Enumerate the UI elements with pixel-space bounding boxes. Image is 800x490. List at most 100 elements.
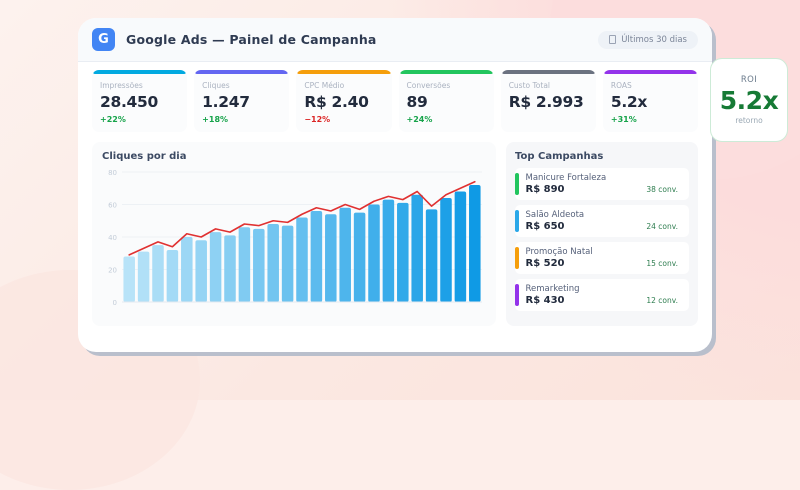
kpi-label: Impressões <box>100 80 143 90</box>
campaign-metrics: R$ 520 15 conv. <box>526 258 683 269</box>
campaign-name: Remarketing <box>525 283 580 294</box>
chart-bar[interactable] <box>397 202 409 302</box>
chart-bar[interactable] <box>281 225 294 302</box>
chart-bar[interactable] <box>368 204 380 302</box>
campaign-metrics: R$ 890 38 conv. <box>526 184 683 195</box>
kpi-label: ROAS <box>610 80 632 90</box>
campaign-body: Remarketing R$ 430 12 conv. <box>526 284 683 306</box>
kpi-value: 5.2x <box>610 92 648 111</box>
chart-bar[interactable] <box>181 236 193 302</box>
clicks-chart-panel: Cliques por dia 0 20 40 60 80 <box>92 141 496 326</box>
kpi-label: CPC Médio <box>304 80 345 90</box>
campaign-accent-bar <box>515 283 519 306</box>
roi-subtitle: retorno <box>735 116 763 126</box>
roi-badge: ROI 5.2x retorno <box>710 58 788 142</box>
kpi-accent-bar <box>399 70 493 74</box>
chart-bar[interactable] <box>353 212 366 302</box>
kpi-delta: +18% <box>202 114 229 124</box>
campaign-list: Manicure Fortaleza R$ 890 38 conv. Salão Al… <box>515 167 689 311</box>
campaign-row[interactable]: Manicure Fortaleza R$ 890 38 conv. <box>515 167 689 200</box>
kpi-delta: −12% <box>304 114 331 124</box>
chart-plot-area[interactable]: 0 20 40 60 80 <box>102 166 486 316</box>
campaign-accent-bar <box>515 246 519 269</box>
kpi-card[interactable]: Conversões 89 +24% <box>398 70 494 132</box>
roi-value: 5.2x <box>719 85 779 115</box>
content-row: Cliques por dia 0 20 40 60 80 Top Campanhas … <box>78 132 712 340</box>
kpi-accent-bar <box>297 70 391 74</box>
kpi-value: R$ 2.993 <box>508 92 584 111</box>
date-range-filter[interactable]: Últimos 30 dias <box>598 30 698 49</box>
chart-bar[interactable] <box>152 244 164 302</box>
campaign-row[interactable]: Promoção Natal R$ 520 15 conv. <box>515 241 689 274</box>
chart-bar[interactable] <box>166 249 179 302</box>
campaign-metrics: R$ 650 24 conv. <box>526 221 683 232</box>
chart-bar[interactable] <box>137 251 150 302</box>
kpi-value: R$ 2.40 <box>304 92 369 111</box>
campaign-conversions: 38 conv. <box>646 184 678 194</box>
chart-bar[interactable] <box>411 194 423 302</box>
campaign-row[interactable]: Remarketing R$ 430 12 conv. <box>515 278 689 311</box>
google-ads-logo-icon: G <box>92 28 115 51</box>
top-campaigns-title: Top Campanhas <box>515 150 604 162</box>
clicks-per-day-chart[interactable]: 0 20 40 60 80 <box>102 166 486 316</box>
campaign-accent-bar <box>515 209 519 232</box>
campaign-name: Manicure Fortaleza <box>525 172 607 183</box>
kpi-delta: +24% <box>406 114 433 124</box>
chart-bar[interactable] <box>123 256 135 302</box>
kpi-value: 28.450 <box>100 92 159 111</box>
kpi-accent-bar <box>603 70 698 74</box>
campaign-accent-bar <box>515 172 519 195</box>
chart-bar[interactable] <box>238 226 251 302</box>
kpi-label: Conversões <box>406 80 451 90</box>
chart-bar[interactable] <box>296 217 308 302</box>
chart-bar[interactable] <box>253 228 265 302</box>
campaign-name: Promoção Natal <box>525 246 593 257</box>
kpi-card[interactable]: Cliques 1.247 +18% <box>194 70 290 132</box>
chart-bar[interactable] <box>469 184 481 302</box>
kpi-card[interactable]: ROAS 5.2x +31% <box>602 70 699 132</box>
kpi-card[interactable]: Impressões 28.450 +22% <box>92 70 188 132</box>
campaign-conversions: 15 conv. <box>646 258 678 268</box>
chart-bar[interactable] <box>454 191 467 302</box>
chart-bar[interactable] <box>339 207 351 302</box>
top-campaigns-panel: Top Campanhas Manicure Fortaleza R$ 890 38… <box>506 141 698 326</box>
campaign-body: Promoção Natal R$ 520 15 conv. <box>526 247 683 269</box>
chart-bar[interactable] <box>382 199 395 302</box>
kpi-value: 89 <box>406 92 428 111</box>
chart-trend-line <box>128 180 476 256</box>
campaign-conversions: 12 conv. <box>646 295 678 305</box>
kpi-delta <box>501 111 596 115</box>
campaign-value: R$ 650 <box>525 220 565 232</box>
campaign-metrics: R$ 430 12 conv. <box>526 295 683 306</box>
kpi-card[interactable]: Custo Total R$ 2.993 <box>500 70 596 132</box>
campaign-value: R$ 890 <box>525 183 565 195</box>
kpi-accent-bar <box>501 70 595 74</box>
chart-y-tick-label: 20 <box>108 266 117 274</box>
campaign-value: R$ 430 <box>525 294 565 306</box>
kpi-accent-bar <box>93 70 187 74</box>
chart-bar[interactable] <box>425 208 438 302</box>
chart-bar[interactable] <box>440 197 452 302</box>
page-title: Google Ads — Painel de Campanha <box>126 32 377 47</box>
campaign-row[interactable]: Salão Aldeota R$ 650 24 conv. <box>515 204 689 237</box>
campaign-body: Manicure Fortaleza R$ 890 38 conv. <box>526 173 683 195</box>
kpi-card[interactable]: CPC Médio R$ 2.40 −12% <box>296 70 392 132</box>
kpi-delta: +31% <box>610 114 637 124</box>
panel-header: G Google Ads — Painel de Campanha Último… <box>78 18 712 62</box>
kpi-label: Custo Total <box>508 80 551 90</box>
kpi-value: 1.247 <box>202 92 250 111</box>
campaign-body: Salão Aldeota R$ 650 24 conv. <box>526 210 683 232</box>
chart-bar[interactable] <box>267 223 279 302</box>
dashboard-panel: G Google Ads — Painel de Campanha Último… <box>78 18 712 352</box>
chart-bar[interactable] <box>224 234 236 302</box>
kpi-accent-bar <box>195 70 289 74</box>
chart-bar[interactable] <box>195 239 207 302</box>
chart-title: Cliques por dia <box>102 150 187 162</box>
chart-y-tick-label: 60 <box>108 201 117 209</box>
chart-bar[interactable] <box>310 210 323 302</box>
chart-bar[interactable] <box>325 213 337 302</box>
roi-label: ROI <box>740 74 758 85</box>
chart-bar[interactable] <box>209 231 222 302</box>
campaign-value: R$ 520 <box>525 257 565 269</box>
kpi-label: Cliques <box>202 80 230 90</box>
